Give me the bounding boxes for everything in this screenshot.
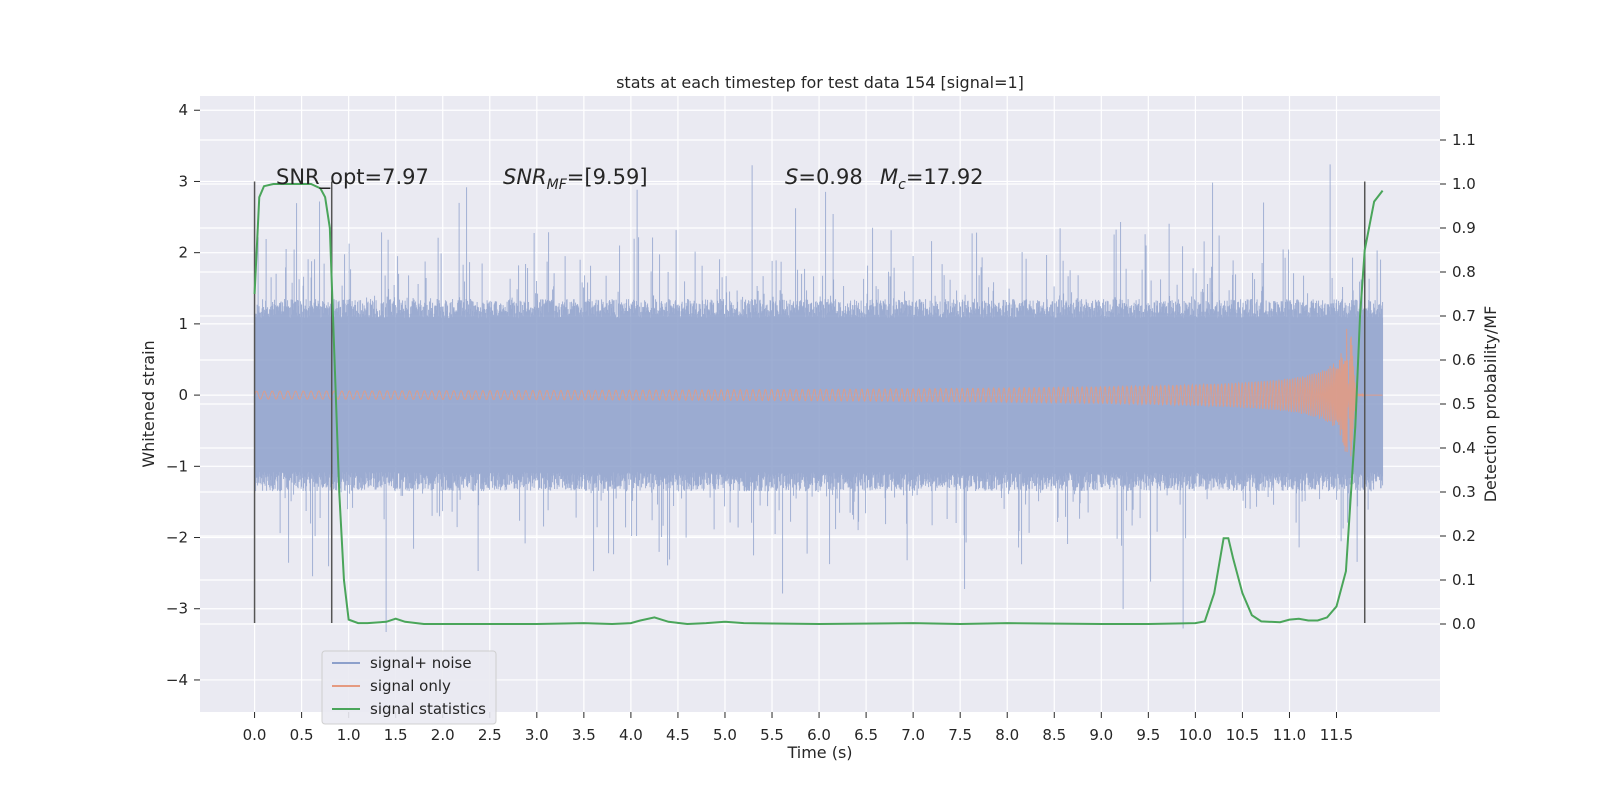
x-axis-label: Time (s) bbox=[786, 743, 852, 762]
x-tick-label: 5.5 bbox=[760, 726, 784, 744]
x-tick-label: 0.5 bbox=[290, 726, 314, 744]
y-left-tick-label: 0 bbox=[178, 386, 188, 404]
x-tick-label: 6.5 bbox=[854, 726, 878, 744]
legend: signal+ noise signal only signal statist… bbox=[321, 650, 497, 725]
y-right-tick-label: 0.4 bbox=[1452, 439, 1476, 457]
signal-statistics-series bbox=[253, 183, 1384, 626]
annotation-mc-main: M bbox=[880, 165, 898, 189]
y-left-tick-label: 2 bbox=[178, 244, 188, 262]
x-tick-label: 0.0 bbox=[243, 726, 267, 744]
y-right-tick-label: 0.8 bbox=[1452, 263, 1476, 281]
x-tick-label: 9.5 bbox=[1136, 726, 1160, 744]
y-right-tick-label: 0.1 bbox=[1452, 571, 1476, 589]
x-tick-label: 4.0 bbox=[619, 726, 643, 744]
y-right-tick-label: 1.1 bbox=[1452, 131, 1476, 149]
x-tick-label: 11.0 bbox=[1273, 726, 1306, 744]
x-tick-label: 7.0 bbox=[901, 726, 925, 744]
x-tick-label: 4.5 bbox=[666, 726, 690, 744]
legend-label-signal-statistics: signal statistics bbox=[370, 700, 486, 718]
y-axis-left-label: Whitened strain bbox=[139, 340, 158, 467]
signal-only-series bbox=[254, 328, 1383, 457]
legend-label-signal-noise: signal+ noise bbox=[370, 654, 472, 672]
annotation-mc-value: =17.92 bbox=[906, 165, 984, 189]
legend-label-signal-only: signal only bbox=[370, 677, 451, 695]
y-left-tick-label: 4 bbox=[178, 101, 188, 119]
annotation-snr-mf-sub: MF bbox=[547, 177, 568, 193]
x-tick-label: 5.0 bbox=[713, 726, 737, 744]
annotation-s-main: S bbox=[785, 165, 798, 189]
y-axis-right-ticks: 1.1 1.0 0.9 0.8 0.7 0.6 0.5 0.4 0.3 0.2 0.1 0.0 bbox=[1440, 131, 1476, 633]
chart-title: stats at each timestep for test data 154… bbox=[616, 73, 1024, 92]
y-right-tick-label: 0.9 bbox=[1452, 219, 1476, 237]
x-tick-label: 10.5 bbox=[1226, 726, 1259, 744]
annotation-mc-sub: c bbox=[898, 177, 906, 193]
y-right-tick-label: 0.2 bbox=[1452, 527, 1476, 545]
x-tick-label: 2.5 bbox=[478, 726, 502, 744]
y-left-tick-label: −2 bbox=[166, 529, 188, 547]
x-tick-label: 3.5 bbox=[572, 726, 596, 744]
annotation-snr-mf-main: SNR bbox=[503, 165, 547, 189]
x-tick-label: 8.0 bbox=[995, 726, 1019, 744]
x-tick-label: 11.5 bbox=[1320, 726, 1353, 744]
y-left-tick-label: −3 bbox=[166, 600, 188, 618]
y-left-tick-label: 3 bbox=[178, 172, 188, 190]
y-left-tick-label: −1 bbox=[166, 457, 188, 475]
x-tick-label: 7.5 bbox=[948, 726, 972, 744]
signal-only-trace bbox=[254, 328, 1383, 457]
annotation-mc: Mc=17.92 bbox=[880, 165, 984, 193]
annotation-snr-mf-value: =[9.59] bbox=[567, 165, 648, 189]
x-tick-label: 2.0 bbox=[431, 726, 455, 744]
y-axis-right-label: Detection probability/MF bbox=[1481, 306, 1500, 503]
x-tick-label: 10.0 bbox=[1179, 726, 1212, 744]
y-left-tick-label: 1 bbox=[178, 315, 188, 333]
x-tick-label: 1.5 bbox=[384, 726, 408, 744]
x-tick-label: 8.5 bbox=[1042, 726, 1066, 744]
x-axis-ticks: 0.0 0.5 1.0 1.5 2.0 2.5 3.0 3.5 4.0 4.5 5.0 5.5 6.0 6… bbox=[243, 712, 1353, 744]
y-right-tick-label: 0.5 bbox=[1452, 395, 1476, 413]
signal-statistics-line bbox=[253, 183, 1384, 626]
x-tick-label: 3.0 bbox=[525, 726, 549, 744]
annotation-snr-mf: SNRMF=[9.59] bbox=[503, 165, 648, 193]
y-left-tick-label: −4 bbox=[166, 671, 188, 689]
y-right-tick-label: 1.0 bbox=[1452, 175, 1476, 193]
x-tick-label: 6.0 bbox=[807, 726, 831, 744]
x-tick-label: 9.0 bbox=[1089, 726, 1113, 744]
y-right-tick-label: 0.3 bbox=[1452, 483, 1476, 501]
y-right-tick-label: 0.0 bbox=[1452, 615, 1476, 633]
y-right-tick-label: 0.6 bbox=[1452, 351, 1476, 369]
y-axis-left-ticks: 4 3 2 1 0 −1 −2 −3 −4 bbox=[166, 101, 200, 689]
annotation-s-value: =0.98 bbox=[798, 165, 862, 189]
legend-box bbox=[321, 650, 497, 725]
y-right-tick-label: 0.7 bbox=[1452, 307, 1476, 325]
annotation-s: S=0.98 bbox=[785, 165, 863, 189]
annotation-snr-opt: SNR_opt=7.97 bbox=[276, 165, 429, 190]
x-tick-label: 1.0 bbox=[337, 726, 361, 744]
